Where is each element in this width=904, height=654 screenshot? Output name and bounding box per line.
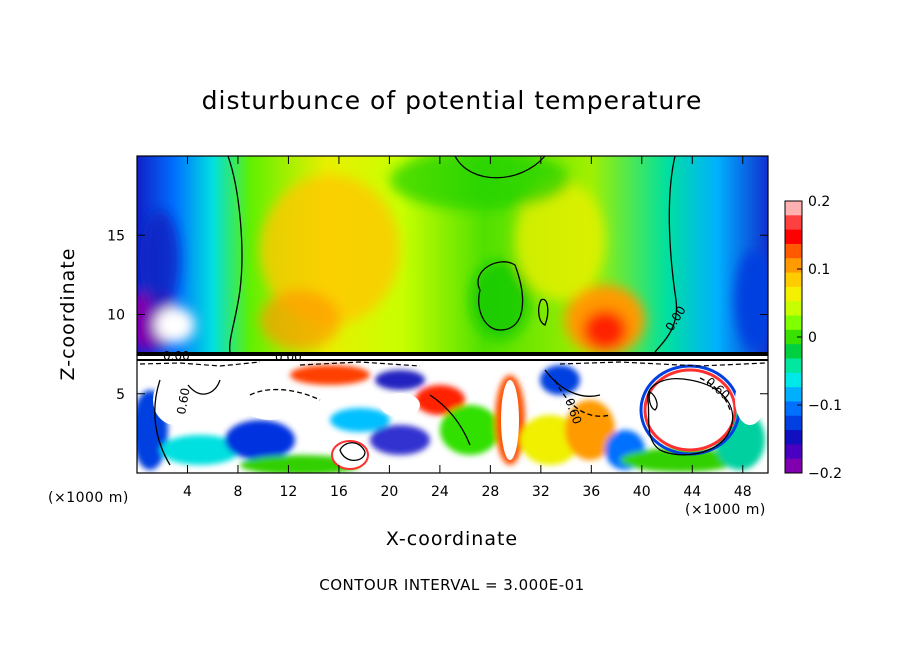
colorbar-swatch [785, 444, 802, 460]
colorbar-tick-label: 0.2 [808, 194, 830, 210]
x-unit-right: (×1000 m) [685, 502, 766, 518]
x-tick-label: 32 [532, 484, 550, 500]
y-axis: 5 10 15 [107, 228, 768, 403]
colorbar-swatch [785, 215, 802, 231]
upper-layer [137, 156, 768, 356]
contour-label: 0.00 [163, 349, 190, 363]
x-axis: 4 8 12 16 20 24 28 32 36 40 44 48 [183, 156, 752, 500]
colorbar-swatch [785, 372, 802, 388]
colorbar-swatch [785, 201, 802, 216]
chart-title: disturbunce of potential temperature [201, 86, 703, 115]
colorbar-swatch [785, 301, 802, 317]
colorbar-tick-label: −0.1 [808, 398, 842, 414]
colorbar-swatch [785, 258, 802, 274]
colorbar-swatch [785, 401, 802, 417]
colorbar-swatch [785, 415, 802, 431]
y-tick-label: 10 [107, 308, 125, 324]
colorbar-swatch [785, 358, 802, 374]
contour-label: 0.00 [275, 350, 302, 364]
colorbar-swatch [785, 387, 802, 402]
x-tick-label: 8 [233, 484, 242, 500]
x-tick-label: 44 [683, 484, 701, 500]
x-tick-label: 24 [431, 484, 449, 500]
x-tick-label: 48 [734, 484, 752, 500]
y-axis-label: Z-coordinate [57, 247, 79, 381]
x-tick-label: 16 [330, 484, 348, 500]
x-axis-label: X-coordinate [385, 528, 519, 550]
colorbar-swatch [785, 315, 802, 331]
contour-label: 0.60 [174, 387, 192, 416]
x-tick-label: 20 [380, 484, 398, 500]
colorbar-swatch [785, 229, 802, 245]
colorbar-swatch [785, 430, 802, 445]
colorbar-tick-label: 0.1 [808, 262, 830, 278]
colorbar-swatch [785, 329, 802, 345]
x-tick-label: 36 [582, 484, 600, 500]
x-tick-label: 40 [633, 484, 651, 500]
x-tick-label: 4 [183, 484, 192, 500]
contour-lines [154, 156, 734, 466]
colorbar-swatch [785, 272, 802, 288]
colorbar-swatch [785, 286, 802, 302]
x-tick-label: 28 [481, 484, 499, 500]
colorbar-swatch [785, 458, 802, 474]
colorbar-swatch [785, 344, 802, 359]
colorbar-tick-label: 0 [808, 330, 817, 346]
x-unit-left: (×1000 m) [48, 490, 129, 506]
y-tick-label: 5 [116, 387, 125, 403]
y-tick-label: 15 [107, 228, 125, 244]
lower-layer [137, 356, 768, 473]
colorbar-tick-label: −0.2 [808, 466, 842, 482]
contour-interval-note: CONTOUR INTERVAL = 3.000E-01 [319, 576, 585, 594]
colorbar: 0.2 0.1 0 −0.1 −0.2 [784, 194, 842, 482]
colorbar-swatch [785, 243, 802, 259]
x-tick-label: 12 [280, 484, 298, 500]
